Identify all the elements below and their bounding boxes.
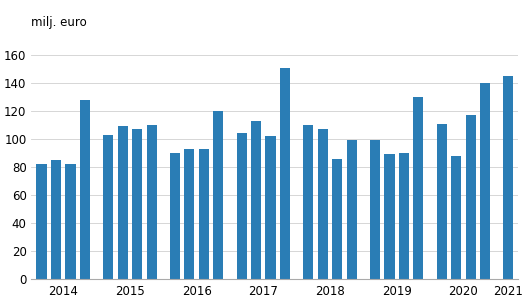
- Bar: [117, 127, 128, 279]
- Bar: [451, 156, 461, 279]
- Bar: [332, 159, 342, 279]
- Bar: [37, 164, 47, 279]
- Bar: [413, 97, 424, 279]
- Bar: [303, 125, 313, 279]
- Bar: [213, 111, 223, 279]
- Bar: [280, 68, 290, 279]
- Bar: [385, 155, 395, 279]
- Bar: [80, 100, 90, 279]
- Bar: [318, 129, 328, 279]
- Bar: [370, 140, 380, 279]
- Bar: [51, 160, 61, 279]
- Bar: [503, 76, 513, 279]
- Bar: [132, 129, 142, 279]
- Bar: [436, 124, 446, 279]
- Bar: [199, 149, 209, 279]
- Bar: [466, 115, 476, 279]
- Bar: [251, 121, 261, 279]
- Bar: [399, 153, 409, 279]
- Text: milj. euro: milj. euro: [31, 16, 87, 29]
- Bar: [170, 153, 180, 279]
- Bar: [266, 136, 276, 279]
- Bar: [66, 164, 76, 279]
- Bar: [147, 125, 157, 279]
- Bar: [236, 133, 247, 279]
- Bar: [103, 135, 113, 279]
- Bar: [184, 149, 195, 279]
- Bar: [480, 83, 490, 279]
- Bar: [346, 140, 357, 279]
